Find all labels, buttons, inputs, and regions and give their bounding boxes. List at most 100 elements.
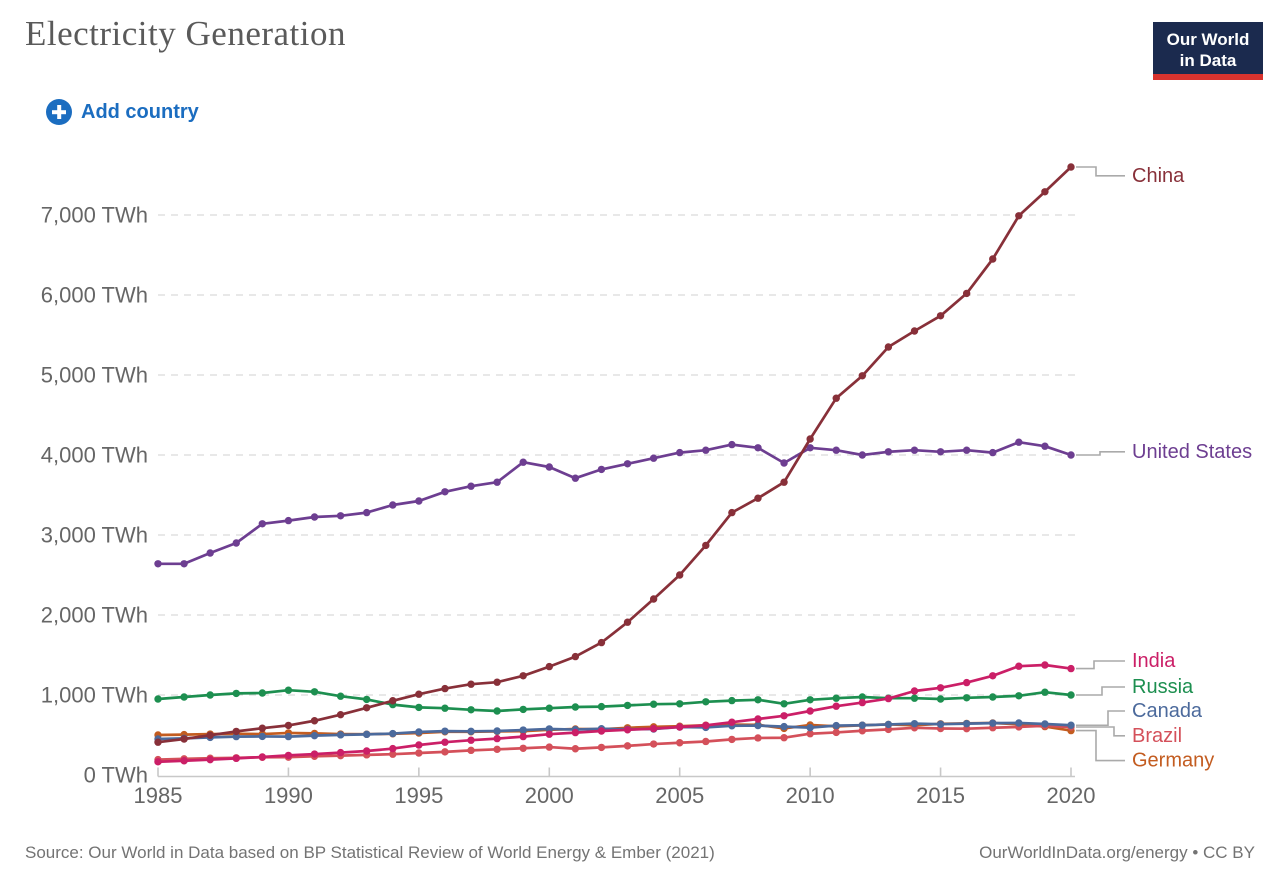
data-point-united-states[interactable] [519,458,527,466]
data-point-india[interactable] [649,724,658,733]
data-point-china[interactable] [258,724,267,732]
data-point-india[interactable] [284,751,293,760]
data-point-india[interactable] [206,755,214,764]
data-point-india[interactable] [519,732,527,741]
data-point-india[interactable] [623,726,632,734]
data-point-united-states[interactable] [258,520,267,528]
series-line-united-states[interactable] [156,440,1073,566]
data-point-canada[interactable] [336,731,345,739]
data-point-russia[interactable] [780,700,788,708]
data-point-india[interactable] [493,734,501,743]
data-point-china[interactable] [962,289,971,298]
data-point-india[interactable] [832,702,840,710]
data-point-russia[interactable] [206,691,214,699]
data-point-russia[interactable] [284,686,293,694]
data-point-canada[interactable] [441,727,449,735]
data-point-china[interactable] [180,735,188,743]
data-point-united-states[interactable] [232,539,240,547]
series-line-brazil[interactable] [156,724,1073,761]
data-point-china[interactable] [884,343,893,351]
data-point-brazil[interactable] [649,740,658,748]
data-point-china[interactable] [754,494,762,502]
data-point-india[interactable] [467,736,475,744]
data-point-india[interactable] [310,750,319,758]
data-point-canada[interactable] [780,722,788,731]
data-point-canada[interactable] [1041,720,1049,728]
data-point-brazil[interactable] [415,749,423,757]
data-point-india[interactable] [728,718,736,726]
data-point-india[interactable] [362,747,371,755]
data-point-united-states[interactable] [702,446,710,454]
data-point-india[interactable] [415,741,423,749]
data-point-india[interactable] [676,723,684,731]
data-point-india[interactable] [571,728,580,737]
data-point-canada[interactable] [936,720,945,728]
data-point-united-states[interactable] [180,560,188,568]
data-point-united-states[interactable] [441,488,449,496]
data-point-china[interactable] [232,727,240,736]
data-point-united-states[interactable] [389,501,397,509]
data-point-united-states[interactable] [1041,442,1049,450]
data-point-russia[interactable] [623,701,632,710]
data-point-russia[interactable] [571,703,580,711]
data-point-united-states[interactable] [780,459,788,467]
data-point-canada[interactable] [832,721,840,730]
data-point-russia[interactable] [441,704,449,712]
data-point-brazil[interactable] [832,728,840,737]
data-point-china[interactable] [493,678,501,686]
data-point-india[interactable] [154,758,162,766]
data-point-india[interactable] [936,684,945,692]
series-label-china[interactable]: China [1132,165,1185,187]
data-point-united-states[interactable] [806,444,814,452]
data-point-russia[interactable] [362,695,371,704]
data-point-russia[interactable] [1041,688,1049,696]
data-point-india[interactable] [336,748,345,757]
data-point-united-states[interactable] [597,465,606,474]
data-point-china[interactable] [519,672,527,680]
data-point-canada[interactable] [389,729,397,738]
data-point-canada[interactable] [232,732,240,741]
data-point-india[interactable] [389,744,397,753]
data-point-china[interactable] [441,684,449,693]
data-point-india[interactable] [754,715,762,723]
data-point-brazil[interactable] [545,743,553,751]
data-point-brazil[interactable] [571,745,580,753]
data-point-canada[interactable] [1067,721,1075,729]
data-point-russia[interactable] [154,695,162,703]
series-label-germany[interactable]: Germany [1132,750,1214,772]
data-point-india[interactable] [258,753,267,761]
data-point-russia[interactable] [676,700,684,708]
series-line-india[interactable] [156,663,1073,764]
data-point-united-states[interactable] [362,508,371,517]
series-label-united-states[interactable]: United States [1132,441,1252,463]
data-point-united-states[interactable] [858,451,867,459]
data-point-united-states[interactable] [415,497,423,505]
series-label-brazil[interactable]: Brazil [1132,725,1182,747]
data-point-united-states[interactable] [989,448,997,457]
data-point-china[interactable] [780,478,788,486]
data-point-russia[interactable] [232,689,240,698]
data-point-russia[interactable] [728,696,736,705]
data-point-brazil[interactable] [467,746,475,755]
data-point-china[interactable] [310,717,319,725]
data-point-united-states[interactable] [545,463,553,471]
data-point-canada[interactable] [754,721,762,730]
data-point-india[interactable] [545,730,553,738]
data-point-india[interactable] [858,698,867,707]
data-point-china[interactable] [623,618,632,626]
data-point-united-states[interactable] [884,448,893,456]
series-line-russia[interactable] [156,688,1073,713]
data-point-united-states[interactable] [1015,438,1023,446]
data-point-united-states[interactable] [571,474,580,482]
data-point-india[interactable] [962,678,971,687]
data-point-india[interactable] [441,738,449,746]
data-point-china[interactable] [936,312,945,320]
data-point-china[interactable] [1067,163,1075,171]
data-point-brazil[interactable] [676,739,684,747]
data-point-russia[interactable] [467,706,475,714]
data-point-china[interactable] [389,697,397,705]
data-point-united-states[interactable] [154,560,162,568]
data-point-united-states[interactable] [754,444,762,452]
data-point-united-states[interactable] [936,448,945,456]
data-point-brazil[interactable] [754,734,762,742]
